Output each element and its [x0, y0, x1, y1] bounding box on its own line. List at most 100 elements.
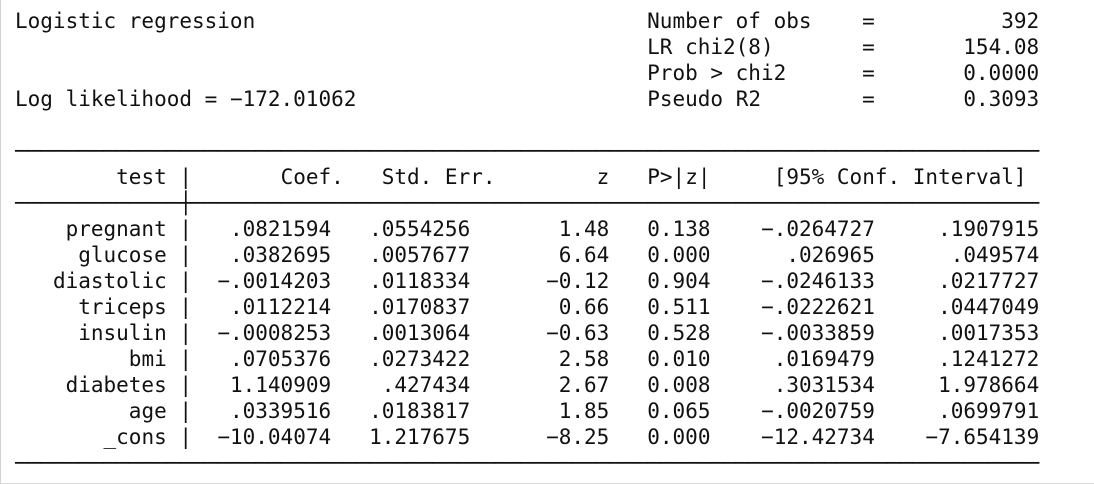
column-separator: |: [179, 165, 193, 189]
cell-coef: .0705376: [229, 347, 332, 371]
cell-conf-low: −12.42734: [761, 425, 875, 449]
table-row: diabetes | 1.140909 .427434 2.67 0.008 .…: [15, 372, 1040, 398]
cell-z: 1.85: [558, 399, 610, 423]
cell-pvalue: 0.000: [647, 243, 711, 267]
cell-z: −8.25: [546, 425, 610, 449]
cell-pvalue: 0.138: [647, 217, 711, 241]
table-bottom-rule: ────────────────────────────────────────…: [15, 450, 1039, 476]
stat-label: Pseudo R2: [647, 87, 761, 111]
cell-conf-low: −.0020759: [761, 399, 875, 423]
row-variable: _cons: [103, 425, 167, 449]
cell-stderr: .0057677: [369, 243, 471, 267]
stat-label: Prob > chi2: [647, 61, 787, 85]
table-row: age | .0339516 .0183817 1.85 0.065 −.002…: [15, 398, 1039, 424]
cell-coef: .0382695: [229, 243, 332, 267]
table-row: _cons | −10.04074 1.217675 −8.25 0.000 −…: [15, 424, 1040, 450]
col-header-conf-interval: [95% Conf. Interval]: [773, 165, 1027, 189]
table-row: bmi | .0705376 .0273422 2.58 0.010 .0169…: [15, 346, 1039, 372]
column-separator: |: [179, 269, 193, 293]
depvar-label: test: [116, 165, 167, 189]
cell-z: −0.63: [546, 321, 610, 345]
cell-z: 1.48: [558, 217, 610, 241]
table-row: pregnant | .0821594 .0554256 1.48 0.138 …: [15, 216, 1040, 242]
row-variable: diastolic: [52, 269, 167, 293]
cell-pvalue: 0.511: [647, 295, 711, 319]
cell-coef: .0112214: [229, 295, 332, 319]
row-variable: insulin: [78, 321, 167, 345]
stat-value: 0.3093: [963, 87, 1040, 111]
cell-pvalue: 0.000: [647, 425, 711, 449]
table-bottom-rule-line: ────────────────────────────────────────…: [15, 451, 1040, 475]
cell-stderr: .0013064: [369, 321, 471, 345]
model-title: Logistic regression: [15, 9, 256, 33]
table-row: insulin | −.0008253 .0013064 −0.63 0.528…: [15, 320, 1039, 346]
cell-conf-high: .0017353: [938, 321, 1040, 345]
cell-stderr: .0554256: [369, 217, 471, 241]
cell-conf-high: −7.654139: [925, 425, 1040, 449]
row-variable: diabetes: [65, 373, 167, 397]
cell-conf-low: −.0246133: [761, 269, 875, 293]
log-likelihood-label: Log likelihood: [15, 87, 193, 111]
stat-label: LR chi2(8): [647, 35, 774, 59]
header-line: Logistic regression Number of obs = 392: [15, 8, 1039, 34]
cell-coef: 1.140909: [229, 373, 332, 397]
stat-equals: =: [862, 61, 875, 85]
stat-equals: =: [862, 35, 875, 59]
col-header-pvalue: P>|z|: [647, 165, 711, 189]
column-separator: |: [179, 217, 193, 241]
cell-stderr: .427434: [381, 373, 471, 397]
header-line: Prob > chi2 = 0.0000: [15, 60, 1039, 86]
column-separator: |: [179, 295, 193, 319]
row-variable: glucose: [78, 243, 167, 267]
stat-equals: =: [862, 87, 875, 111]
cell-coef: .0821594: [229, 217, 332, 241]
col-header-z: z: [596, 165, 610, 189]
row-variable: pregnant: [65, 217, 167, 241]
table-header-rule-line: ─────────────┼──────────────────────────…: [15, 191, 1040, 215]
cell-conf-low: .3031534: [773, 373, 875, 397]
cell-conf-high: 1.978664: [938, 373, 1040, 397]
cell-coef: .0339516: [229, 399, 332, 423]
cell-pvalue: 0.065: [647, 399, 711, 423]
cell-conf-high: .1907915: [938, 217, 1040, 241]
column-separator: |: [179, 373, 193, 397]
cell-stderr: .0273422: [369, 347, 471, 371]
cell-stderr: .0170837: [369, 295, 471, 319]
spacer: [15, 112, 1039, 138]
table-top-rule: ────────────────────────────────────────…: [15, 138, 1039, 164]
col-header-stderr: Std. Err.: [381, 165, 496, 189]
stat-label: Number of obs: [647, 9, 812, 33]
table-header: test | Coef. Std. Err. z P>|z| [95% Conf…: [15, 164, 1039, 190]
cell-z: 2.67: [558, 373, 610, 397]
regression-output: Logistic regression Number of obs = 392 …: [15, 8, 1039, 476]
stat-value: 392: [1001, 9, 1040, 33]
cell-conf-low: .0169479: [773, 347, 875, 371]
row-variable: triceps: [78, 295, 167, 319]
column-separator: |: [179, 347, 193, 371]
table-row: triceps | .0112214 .0170837 0.66 0.511 −…: [15, 294, 1039, 320]
cell-conf-low: −.0222621: [761, 295, 875, 319]
cell-z: 6.64: [558, 243, 610, 267]
cell-coef: −10.04074: [217, 425, 332, 449]
cell-conf-high: .0447049: [938, 295, 1040, 319]
cell-coef: −.0008253: [217, 321, 332, 345]
stat-value: 0.0000: [963, 61, 1040, 85]
cell-conf-low: .026965: [786, 243, 875, 267]
cell-conf-low: −.0264727: [761, 217, 875, 241]
header-line: LR chi2(8) = 154.08: [15, 34, 1039, 60]
header-line: Log likelihood = −172.01062 Pseudo R2 = …: [15, 87, 1040, 111]
table-top-rule-line: ────────────────────────────────────────…: [15, 139, 1040, 163]
cell-z: −0.12: [546, 269, 610, 293]
row-variable: age: [128, 399, 167, 423]
row-variable: bmi: [128, 347, 167, 371]
stat-value: 154.08: [963, 35, 1040, 59]
cell-z: 2.58: [558, 347, 610, 371]
cell-pvalue: 0.008: [647, 373, 711, 397]
cell-pvalue: 0.904: [647, 269, 711, 293]
column-separator: |: [179, 321, 193, 345]
cell-stderr: 1.217675: [369, 425, 471, 449]
table-row: diastolic | −.0014203 .0118334 −0.12 0.9…: [15, 268, 1039, 294]
cell-z: 0.66: [558, 295, 610, 319]
cell-conf-high: .0217727: [938, 269, 1040, 293]
